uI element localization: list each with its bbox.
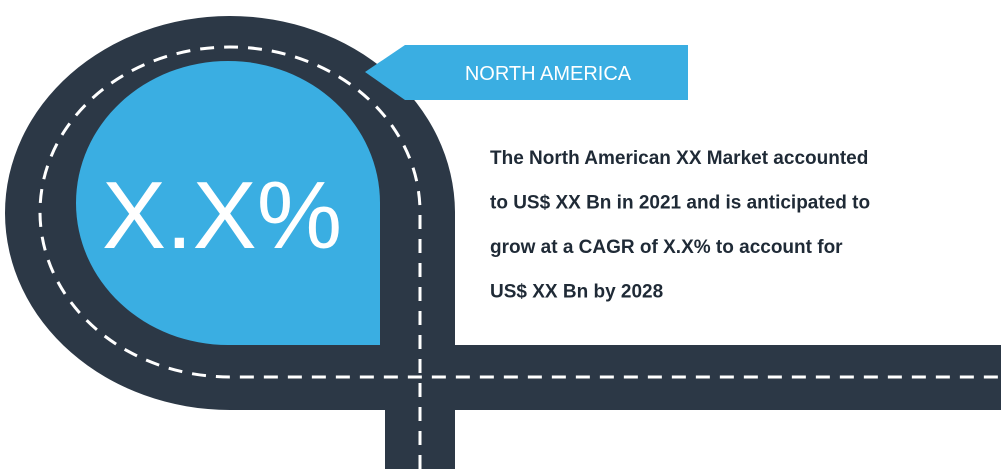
headline-value: X.X% bbox=[102, 162, 342, 269]
lane-dashes bbox=[38, 45, 1001, 469]
description-line: US$ XX Bn by 2028 bbox=[490, 282, 663, 303]
description: The North American XX Market accounted to… bbox=[490, 148, 870, 303]
badge-label: NORTH AMERICA bbox=[465, 63, 632, 85]
value-drop bbox=[76, 61, 380, 345]
badge-shape bbox=[365, 45, 688, 100]
description-line: The North American XX Market accounted bbox=[490, 148, 868, 169]
description-line: grow at a CAGR of X.X% to account for bbox=[490, 237, 843, 258]
description-line: to US$ XX Bn in 2021 and is anticipated … bbox=[490, 193, 870, 214]
